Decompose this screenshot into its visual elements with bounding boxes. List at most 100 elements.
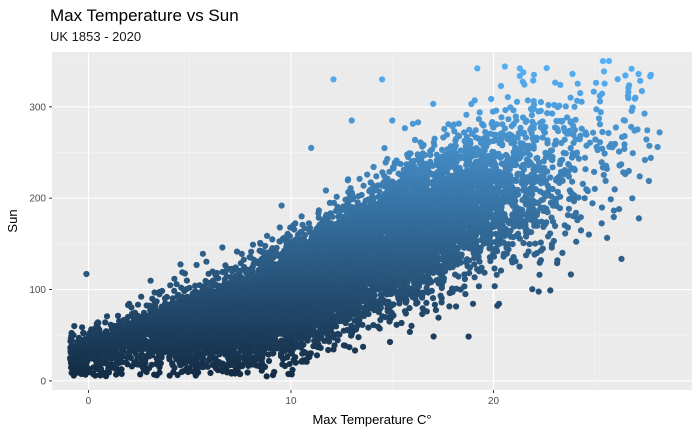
data-point	[591, 168, 598, 175]
data-point	[523, 233, 530, 240]
data-point	[545, 101, 552, 109]
data-point	[554, 188, 561, 196]
data-point	[509, 259, 516, 266]
data-point	[601, 80, 608, 87]
data-point	[463, 111, 470, 118]
data-point	[397, 160, 404, 167]
data-point	[355, 193, 362, 200]
data-point	[497, 82, 505, 90]
data-point	[543, 65, 550, 72]
data-point	[593, 79, 600, 86]
data-point	[258, 248, 265, 255]
data-point	[564, 130, 571, 137]
data-point	[638, 88, 646, 95]
data-point	[576, 136, 583, 143]
data-point	[264, 232, 271, 239]
data-point	[508, 123, 515, 130]
data-point	[278, 202, 285, 209]
data-point	[500, 253, 507, 260]
data-point	[645, 177, 653, 185]
data-point	[559, 249, 566, 256]
data-point	[504, 94, 511, 101]
data-point	[501, 63, 508, 70]
data-point	[654, 143, 661, 151]
data-point	[474, 65, 481, 72]
data-point	[625, 84, 632, 91]
data-point	[628, 65, 635, 72]
data-point	[430, 100, 437, 107]
data-point	[509, 162, 517, 169]
data-point	[637, 77, 644, 84]
data-point	[604, 234, 611, 241]
data-point	[589, 200, 596, 207]
data-point	[544, 110, 551, 117]
data-points	[67, 58, 663, 380]
data-point	[506, 166, 513, 173]
data-point	[528, 130, 535, 137]
data-point	[600, 171, 607, 179]
data-point	[529, 191, 536, 198]
data-point	[618, 255, 625, 262]
data-point	[601, 150, 608, 157]
data-point	[629, 150, 636, 157]
data-point	[621, 141, 628, 148]
data-point	[534, 222, 541, 229]
data-point	[568, 154, 576, 161]
data-point	[522, 134, 530, 141]
data-point	[514, 134, 521, 141]
data-point	[565, 173, 573, 180]
data-point	[544, 209, 551, 216]
data-point	[497, 154, 504, 161]
data-point	[536, 259, 543, 266]
data-point	[595, 115, 603, 122]
data-point	[625, 95, 632, 102]
data-point	[605, 58, 613, 65]
data-point	[551, 141, 558, 148]
data-point	[643, 136, 650, 143]
data-point	[433, 151, 440, 158]
data-point	[528, 112, 536, 119]
data-point	[607, 196, 614, 203]
data-point	[405, 153, 412, 161]
data-point	[569, 178, 576, 185]
data-point	[440, 134, 447, 141]
data-point	[419, 143, 426, 150]
data-point	[567, 94, 574, 101]
data-point	[549, 185, 556, 193]
data-point	[463, 162, 470, 169]
data-point	[360, 182, 367, 189]
data-point	[616, 148, 623, 155]
data-point	[427, 151, 434, 159]
data-point	[522, 118, 529, 125]
data-point	[574, 217, 581, 224]
data-point	[276, 224, 283, 231]
data-point	[556, 161, 564, 168]
data-point	[490, 131, 497, 138]
data-point	[602, 177, 609, 184]
data-point	[409, 120, 416, 127]
data-point	[567, 145, 574, 152]
data-point	[537, 99, 545, 106]
data-point	[631, 127, 638, 134]
data-point	[614, 76, 621, 83]
data-point	[656, 129, 663, 136]
data-point	[262, 242, 269, 250]
data-point	[562, 103, 569, 110]
data-point	[415, 119, 422, 126]
data-point	[356, 175, 363, 182]
data-point	[532, 240, 539, 247]
data-point	[530, 145, 537, 152]
data-point	[524, 97, 532, 104]
data-point	[598, 220, 605, 227]
data-point	[508, 140, 515, 147]
data-point	[504, 153, 511, 160]
data-point	[531, 251, 538, 258]
data-point	[582, 166, 589, 173]
data-point	[596, 121, 604, 128]
data-point	[597, 109, 604, 116]
data-point	[622, 72, 629, 79]
data-point	[549, 156, 556, 164]
data-point	[330, 76, 337, 83]
data-point	[510, 107, 517, 114]
data-point	[449, 123, 456, 130]
